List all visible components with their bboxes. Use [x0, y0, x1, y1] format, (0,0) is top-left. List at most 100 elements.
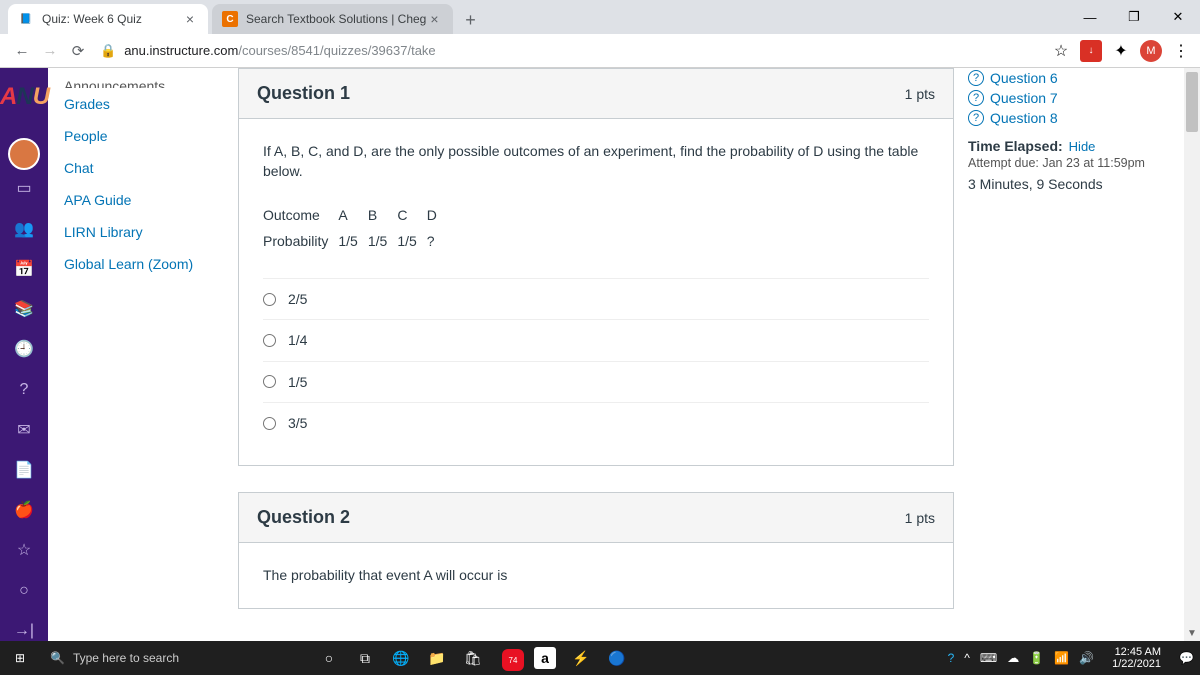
help-icon[interactable]: ? [12, 379, 36, 399]
answer-option[interactable]: 2/5 [263, 278, 929, 319]
document-icon[interactable]: 📄 [12, 460, 36, 480]
file-explorer-icon[interactable]: 📁 [426, 647, 448, 669]
amazon-icon[interactable]: a [534, 647, 556, 669]
extension-puzzle-icon[interactable]: ✦ [1110, 40, 1132, 62]
groups-icon[interactable]: 👥 [12, 218, 36, 238]
new-tab-button[interactable]: + [457, 6, 485, 34]
quiz-sidebar: ?Question 6 ?Question 7 ?Question 8 Time… [964, 68, 1200, 641]
answer-option[interactable]: 3/5 [263, 402, 929, 443]
taskbar-clock[interactable]: 12:45 AM 1/22/2021 [1104, 646, 1169, 670]
mail-app-icon[interactable]: ✉74 [498, 647, 520, 669]
window-minimize[interactable]: — [1068, 0, 1112, 34]
browser-tabstrip: 📘 Quiz: Week 6 Quiz × C Search Textbook … [0, 0, 1200, 34]
collapse-icon[interactable]: →| [12, 621, 36, 641]
task-view-icon[interactable]: ⧉ [354, 647, 376, 669]
nav-lirn-library[interactable]: LIRN Library [64, 216, 228, 248]
quiz-main: Question 1 1 pts If A, B, C, and D, are … [228, 68, 964, 641]
tab-close-icon[interactable]: × [426, 11, 442, 27]
windows-taskbar: ⊞ 🔍 Type here to search ○ ⧉ 🌐 📁 🛍 ✉74 a … [0, 641, 1200, 675]
tab-title: Quiz: Week 6 Quiz [42, 12, 142, 26]
question-status-icon: ? [968, 70, 984, 86]
time-elapsed-label: Time Elapsed:Hide [968, 138, 1182, 154]
sidebar-question-link[interactable]: ?Question 7 [968, 88, 1182, 108]
chevron-up-icon[interactable]: ^ [964, 651, 970, 665]
inbox-icon[interactable]: 📚 [12, 299, 36, 319]
anu-logo[interactable]: ANU [0, 83, 49, 111]
kebab-menu-icon[interactable]: ⋮ [1170, 40, 1192, 62]
probability-table: Outcome A B C D Probability 1/5 1/5 1/5 … [263, 202, 447, 255]
radio-input[interactable] [263, 417, 276, 430]
url-path: /courses/8541/quizzes/39637/take [238, 43, 435, 58]
browser-toolbar: ← → ⟳ 🔒 anu.instructure.com/courses/8541… [0, 34, 1200, 68]
nav-announcements[interactable]: Announcements [64, 78, 228, 88]
question-card-2: Question 2 1 pts The probability that ev… [238, 492, 954, 608]
wifi-icon[interactable]: 📶 [1054, 651, 1069, 665]
battery-icon[interactable]: 🔋 [1029, 651, 1044, 665]
tab-close-icon[interactable]: × [182, 11, 198, 27]
history-icon[interactable]: 🕘 [12, 339, 36, 359]
search-placeholder: Type here to search [73, 651, 179, 665]
tab-favicon-chegg: C [222, 11, 238, 27]
browser-tab-chegg[interactable]: C Search Textbook Solutions | Cheg × [212, 4, 453, 34]
user-avatar[interactable] [8, 138, 40, 170]
page-scrollbar[interactable]: ▲ ▼ [1184, 68, 1200, 641]
radio-input[interactable] [263, 293, 276, 306]
nav-back[interactable]: ← [8, 37, 36, 65]
scroll-thumb[interactable] [1186, 72, 1198, 132]
question-card-1: Question 1 1 pts If A, B, C, and D, are … [238, 68, 954, 466]
courses-icon[interactable]: ▭ [12, 178, 36, 198]
question-status-icon: ? [968, 110, 984, 126]
circle-icon[interactable]: ○ [12, 581, 36, 601]
answer-option[interactable]: 1/5 [263, 361, 929, 402]
volume-icon[interactable]: 🔊 [1079, 651, 1094, 665]
keyboard-icon[interactable]: ⌨ [980, 651, 997, 665]
question-points: 1 pts [905, 510, 935, 526]
answer-option[interactable]: 1/4 [263, 319, 929, 360]
window-maximize[interactable]: ❐ [1112, 0, 1156, 34]
star-icon[interactable]: ☆ [12, 540, 36, 560]
window-controls: — ❐ ✕ [1068, 0, 1200, 34]
nav-people[interactable]: People [64, 120, 228, 152]
tab-title: Search Textbook Solutions | Cheg [246, 12, 426, 26]
store-icon[interactable]: 🛍 [462, 647, 484, 669]
nav-grades[interactable]: Grades [64, 88, 228, 120]
profile-avatar[interactable]: M [1140, 40, 1162, 62]
question-points: 1 pts [905, 86, 935, 102]
question-text: The probability that event A will occur … [263, 565, 929, 585]
cortana-icon[interactable]: ○ [318, 647, 340, 669]
onedrive-icon[interactable]: ☁ [1007, 651, 1019, 665]
help-tray-icon[interactable]: ? [948, 651, 955, 665]
nav-forward[interactable]: → [36, 37, 64, 65]
url-domain: anu.instructure.com [124, 43, 238, 58]
bookmark-star-icon[interactable]: ☆ [1050, 40, 1072, 62]
scroll-down-icon[interactable]: ▼ [1184, 625, 1200, 641]
chrome-icon[interactable]: 🔵 [606, 647, 628, 669]
course-nav: Announcements Grades People Chat APA Gui… [48, 68, 228, 641]
browser-tab-quiz[interactable]: 📘 Quiz: Week 6 Quiz × [8, 4, 208, 34]
question-title: Question 1 [257, 83, 350, 104]
calendar-icon[interactable]: 📅 [12, 259, 36, 279]
nav-apa-guide[interactable]: APA Guide [64, 184, 228, 216]
sidebar-question-link[interactable]: ?Question 6 [968, 68, 1182, 88]
radio-input[interactable] [263, 334, 276, 347]
sidebar-question-link[interactable]: ?Question 8 [968, 108, 1182, 128]
apple-icon[interactable]: 🍎 [12, 500, 36, 520]
window-close[interactable]: ✕ [1156, 0, 1200, 34]
start-button[interactable]: ⊞ [0, 651, 40, 665]
hide-timer-link[interactable]: Hide [1069, 139, 1096, 154]
taskbar-search[interactable]: 🔍 Type here to search [40, 651, 310, 665]
question-text: If A, B, C, and D, are the only possible… [263, 141, 929, 182]
radio-input[interactable] [263, 375, 276, 388]
notifications-icon[interactable]: 💬 [1179, 651, 1194, 665]
nav-reload[interactable]: ⟳ [64, 37, 92, 65]
tab-favicon-quiz: 📘 [18, 11, 34, 27]
attempt-due: Attempt due: Jan 23 at 11:59pm [968, 156, 1182, 170]
mail-icon[interactable]: ✉ [12, 420, 36, 440]
edge-icon[interactable]: 🌐 [390, 647, 412, 669]
address-bar[interactable]: 🔒 anu.instructure.com/courses/8541/quizz… [92, 43, 1050, 59]
nav-chat[interactable]: Chat [64, 152, 228, 184]
pdf-extension-icon[interactable]: ↓ [1080, 40, 1102, 62]
app-icon[interactable]: ⚡ [570, 647, 592, 669]
nav-global-learn[interactable]: Global Learn (Zoom) [64, 248, 228, 280]
question-title: Question 2 [257, 507, 350, 528]
